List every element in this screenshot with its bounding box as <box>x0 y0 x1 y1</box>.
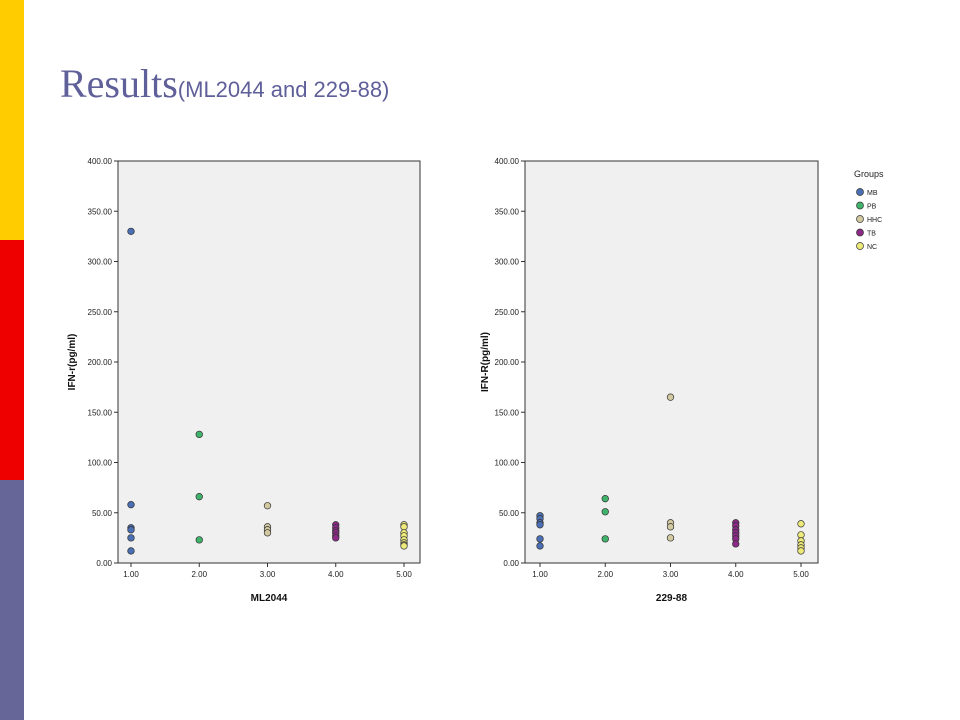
series-nc <box>797 520 805 555</box>
data-point <box>666 523 675 531</box>
y-tick-label: 400.00 <box>88 157 113 166</box>
data-point <box>666 393 675 401</box>
data-point <box>127 227 135 236</box>
data-point <box>332 534 340 542</box>
data-point <box>400 523 408 531</box>
data-point <box>127 501 135 509</box>
x-tick-label: 1.00 <box>532 570 548 579</box>
data-point <box>797 531 805 539</box>
legend-marker <box>856 188 864 196</box>
legend-marker <box>856 228 864 237</box>
data-point <box>263 529 272 537</box>
data-point <box>601 508 609 516</box>
data-point <box>797 520 805 528</box>
y-axis-label: IFN-r(pg/ml) <box>67 334 78 391</box>
slide-title-main: Results <box>60 61 178 106</box>
x-tick-label: 5.00 <box>793 570 809 579</box>
y-tick-label: 50.00 <box>499 509 520 518</box>
legend-label: TB <box>867 231 876 238</box>
y-tick-label: 350.00 <box>88 207 113 216</box>
data-point <box>601 535 609 543</box>
series-pb <box>195 430 203 544</box>
plot-area <box>117 160 421 564</box>
y-tick-label: 50.00 <box>92 509 113 518</box>
y-axis-label: IFN-R(pg/ml) <box>480 332 491 392</box>
y-tick-label: 200.00 <box>495 358 520 367</box>
legend-marker <box>856 242 864 250</box>
data-point <box>195 430 203 439</box>
y-tick-label: 200.00 <box>88 358 113 367</box>
x-tick-label: 5.00 <box>396 570 412 579</box>
legend-marker <box>856 201 864 210</box>
accent-strip-slate <box>0 480 24 720</box>
series-nc <box>400 521 408 550</box>
x-axis-label: 229-88 <box>656 593 688 604</box>
data-point <box>263 502 272 510</box>
series-hhc <box>666 393 675 542</box>
series-tb <box>732 519 740 548</box>
data-point <box>666 534 675 542</box>
slide-title-sub: (ML2044 and 229-88) <box>177 77 390 102</box>
x-tick-label: 4.00 <box>328 570 344 579</box>
slide-title: Results(ML2044 and 229-88) <box>60 60 389 107</box>
y-tick-label: 0.00 <box>96 559 112 568</box>
x-tick-label: 4.00 <box>728 570 744 579</box>
data-point <box>195 536 203 544</box>
legend-label: MB <box>867 190 878 197</box>
accent-strip-yellow <box>0 0 24 240</box>
chart-1: 0.00 50.00 100.00 150.00 200.00 250.00 300.00 3… <box>67 157 421 604</box>
data-point <box>400 542 408 550</box>
data-point <box>536 542 544 550</box>
y-tick-label: 0.00 <box>503 559 519 568</box>
accent-strip-red <box>0 240 24 480</box>
series-hhc <box>263 502 272 537</box>
series-pb <box>601 495 609 543</box>
x-axis-label: ML2044 <box>251 593 288 604</box>
y-tick-label: 400.00 <box>495 157 520 166</box>
y-tick-label: 100.00 <box>495 459 520 468</box>
data-point <box>732 540 740 548</box>
x-tick-label: 2.00 <box>191 570 207 579</box>
x-tick-label: 3.00 <box>663 570 679 579</box>
y-tick-label: 250.00 <box>495 308 520 317</box>
legend-label: PB <box>867 204 877 211</box>
data-point <box>127 526 135 534</box>
x-tick-label: 3.00 <box>260 570 276 579</box>
legend: Groups MB PB HHC TB NC <box>854 169 884 251</box>
data-point <box>536 535 544 543</box>
series-tb <box>332 521 340 542</box>
data-point <box>536 521 544 529</box>
plot-area <box>524 160 819 564</box>
series-mb <box>536 512 544 550</box>
y-tick-label: 150.00 <box>495 408 520 417</box>
data-point <box>127 534 135 542</box>
y-tick-label: 350.00 <box>495 207 520 216</box>
x-tick-label: 1.00 <box>123 570 139 579</box>
legend-label: NC <box>867 244 877 251</box>
legend-label: HHC <box>867 217 882 224</box>
y-tick-label: 250.00 <box>88 308 113 317</box>
data-point <box>195 493 203 501</box>
y-tick-label: 300.00 <box>88 258 113 267</box>
y-tick-label: 300.00 <box>495 258 520 267</box>
chart-2: 0.00 50.00 100.00 150.00 200.00 250.00 300.00 3… <box>480 157 884 604</box>
data-point <box>127 547 135 555</box>
y-tick-label: 100.00 <box>88 459 113 468</box>
x-tick-label: 2.00 <box>597 570 613 579</box>
y-tick-label: 150.00 <box>88 408 113 417</box>
legend-title: Groups <box>854 169 884 179</box>
series-mb <box>127 227 135 555</box>
legend-marker <box>856 215 864 223</box>
data-point <box>601 495 609 503</box>
data-point <box>797 547 805 555</box>
